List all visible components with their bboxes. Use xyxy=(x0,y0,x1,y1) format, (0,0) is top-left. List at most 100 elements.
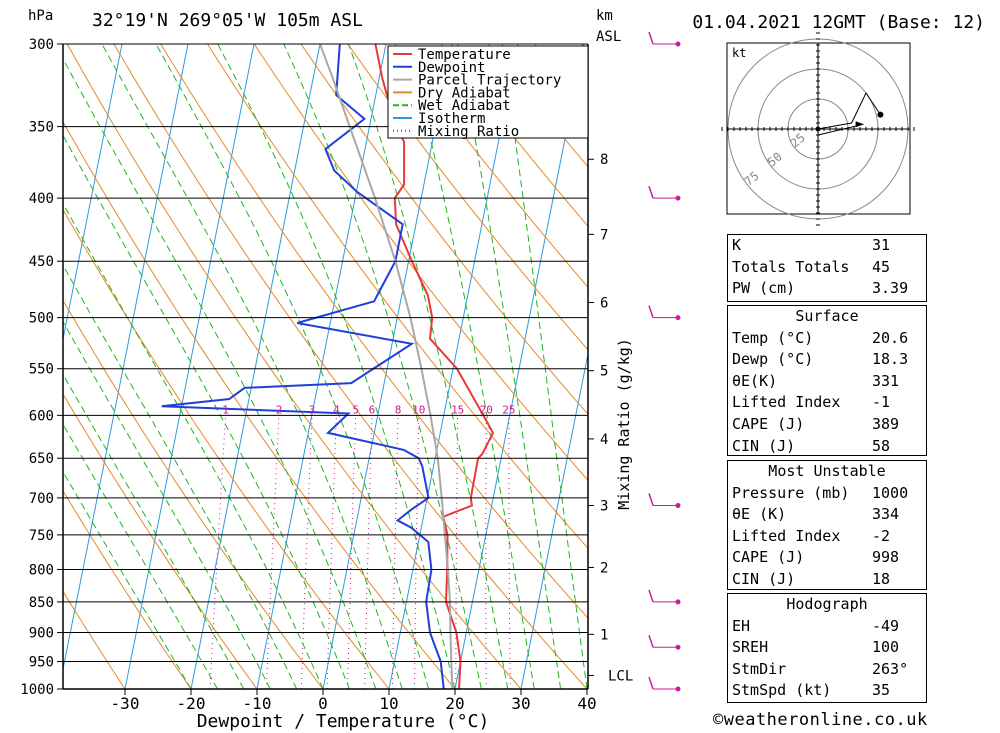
hodograph-trace xyxy=(817,91,881,130)
pressure-tick-label: 500 xyxy=(29,311,54,327)
copyright: ©weatheronline.co.uk xyxy=(713,710,928,730)
isotherm-line xyxy=(124,44,255,689)
dry-adiabat-line xyxy=(63,120,456,689)
km-tick-label: 6 xyxy=(600,295,608,311)
mixing-ratio-label: 20 xyxy=(480,403,493,416)
table-row: CAPE (J) 389 xyxy=(728,414,926,436)
isotherm-line xyxy=(256,44,387,689)
station-location: 32°19'N 269°05'W 105m ASL xyxy=(92,10,363,31)
hodograph-table: Hodograph EH -49 SREH 100 StmDir 263° StmSpd (k… xyxy=(727,593,927,703)
mixing-ratio-label: 1 xyxy=(222,403,229,416)
table-row: CIN (J) 58 xyxy=(728,436,926,458)
wet-adiabat-line xyxy=(63,470,192,689)
row-value: 20.6 xyxy=(872,328,909,347)
row-label: Lifted Index xyxy=(732,393,841,412)
isotherm-line xyxy=(520,351,588,689)
km-tick-label: 3 xyxy=(600,499,608,515)
row-label: CIN (J) xyxy=(732,436,796,455)
row-label: θE(K) xyxy=(732,371,778,390)
surface-table: Surface Temp (°C) 20.6 Dewp (°C) 18.3 θE(K) 33… xyxy=(727,305,927,456)
wind-barb: 35 xyxy=(648,185,681,201)
dry-adiabat-line xyxy=(440,44,588,227)
wet-adiabat-line xyxy=(63,134,350,689)
indices-table: K 31 Totals Totals 45 PW (cm) 3.39 xyxy=(727,234,927,302)
mixing-ratio-line xyxy=(300,415,313,689)
table-title: Most Unstable xyxy=(768,462,886,480)
table-row: Totals Totals 45 xyxy=(728,257,926,279)
wind-barb-flag xyxy=(648,305,654,318)
row-value: 998 xyxy=(872,548,900,567)
storm-motion-arrowhead xyxy=(855,121,864,128)
wind-barb: 35 xyxy=(648,31,681,47)
pressure-tick-label: 550 xyxy=(29,362,54,378)
pressure-tick-label: 400 xyxy=(29,191,54,207)
pressure-tick-label: 950 xyxy=(29,655,54,671)
legend-entry: Parcel Trajectory xyxy=(418,73,561,89)
km-tick-label: 2 xyxy=(600,560,608,576)
table-row: CAPE (J) 998 xyxy=(728,547,926,569)
table-row: CIN (J) 18 xyxy=(728,569,926,591)
mixing-ratio-label: 15 xyxy=(451,403,464,416)
legend-entry: Isotherm xyxy=(418,111,485,127)
row-value: 18.3 xyxy=(872,350,909,369)
table-row: EH -49 xyxy=(728,616,926,638)
table-row: Pressure (mb) 1000 xyxy=(728,483,926,505)
wind-barb-flag xyxy=(648,589,654,603)
wind-barb: 25 xyxy=(648,634,681,650)
pressure-unit-label: hPa xyxy=(28,8,53,24)
parcel-trajectory-line xyxy=(319,44,454,689)
pressure-tick-label: 1000 xyxy=(20,682,54,698)
wet-adiabat-line xyxy=(501,44,588,689)
mixing-ratio-line xyxy=(364,415,373,689)
row-value: -1 xyxy=(872,393,891,412)
dry-adiabat-line xyxy=(63,489,192,689)
row-label: Pressure (mb) xyxy=(732,483,850,502)
isotherm-line xyxy=(388,44,519,689)
dry-adiabat-line xyxy=(63,590,126,689)
mixing-ratio-label: 10 xyxy=(412,403,425,416)
wind-barb-dot xyxy=(675,686,681,692)
x-tick-label: 40 xyxy=(577,694,596,713)
row-value: 334 xyxy=(872,505,900,524)
wind-barb-flag xyxy=(648,185,654,199)
row-label: SREH xyxy=(732,638,769,657)
isotherm-line xyxy=(63,44,123,342)
row-value: 35 xyxy=(872,681,891,700)
wind-barb-dot xyxy=(675,41,681,47)
mixing-ratio-line xyxy=(326,415,337,689)
dry-adiabat-line xyxy=(300,44,588,416)
wind-barb-flag xyxy=(648,634,654,648)
pressure-tick-label: 350 xyxy=(29,120,54,136)
pressure-tick-label: 900 xyxy=(29,626,54,642)
table-row: PW (cm) 3.39 xyxy=(728,278,926,300)
isotherm-line xyxy=(322,44,453,689)
row-label: StmDir xyxy=(732,659,787,678)
dry-adiabat-line xyxy=(66,44,522,689)
legend-box xyxy=(387,45,589,139)
row-label: K xyxy=(732,236,742,254)
km-tick-label: 5 xyxy=(600,364,608,380)
wind-barb-flag xyxy=(648,493,654,506)
dry-adiabat-line xyxy=(63,208,390,689)
row-value: 100 xyxy=(872,638,900,657)
table-row: SREH 100 xyxy=(728,637,926,659)
pressure-tick-label: 650 xyxy=(29,451,54,467)
row-value: 3.39 xyxy=(872,279,909,298)
row-value: -2 xyxy=(872,526,891,545)
table-row: Lifted Index -2 xyxy=(728,526,926,548)
mixing-ratio-label: 25 xyxy=(502,403,515,416)
wind-barb: 30 xyxy=(648,589,681,605)
table-title: Hodograph xyxy=(786,595,868,613)
pressure-tick-label: 700 xyxy=(29,491,54,507)
row-value: 1000 xyxy=(872,483,909,502)
row-label: PW (cm) xyxy=(732,279,796,298)
mixing-ratio-line xyxy=(455,415,459,689)
legend-entry: Dewpoint xyxy=(418,60,485,76)
mixing-ratio-label: 8 xyxy=(395,403,402,416)
wet-adiabat-line xyxy=(217,44,456,689)
mixing-ratio-label: 5 xyxy=(352,403,359,416)
x-tick-label: 20 xyxy=(445,694,464,713)
dry-adiabat-line xyxy=(113,44,588,689)
